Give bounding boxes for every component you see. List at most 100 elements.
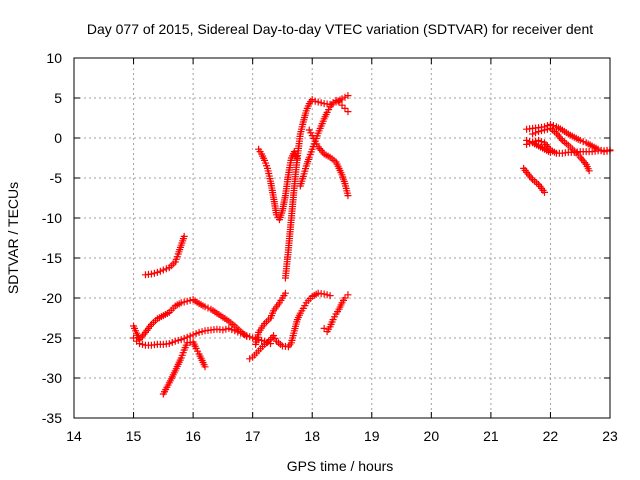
x-axis-label: GPS time / hours <box>287 458 394 474</box>
data-point <box>311 97 319 105</box>
data-point <box>576 136 584 144</box>
data-point <box>341 93 349 101</box>
data-point <box>344 108 352 116</box>
data-point <box>177 336 185 344</box>
data-point <box>293 155 301 163</box>
x-tick-label: 23 <box>602 428 618 444</box>
data-point <box>171 337 179 345</box>
data-point <box>198 328 206 336</box>
data-point <box>585 167 593 175</box>
data-point <box>344 291 352 299</box>
y-tick-label: -15 <box>42 250 62 266</box>
data-point <box>219 326 227 334</box>
data-point <box>532 129 540 137</box>
data-point <box>258 336 266 344</box>
data-point <box>162 265 170 273</box>
series-11 <box>305 126 352 200</box>
y-tick-label: -35 <box>42 410 62 426</box>
series-6 <box>252 289 289 348</box>
data-point <box>180 298 188 306</box>
x-tick-label: 20 <box>424 428 440 444</box>
data-point <box>183 297 191 305</box>
series-15 <box>529 124 593 175</box>
data-point <box>246 355 254 363</box>
data-point <box>243 332 251 340</box>
data-point <box>535 128 543 136</box>
x-tick-label: 17 <box>245 428 261 444</box>
data-point <box>538 138 546 146</box>
y-tick-label: -25 <box>42 330 62 346</box>
data-series <box>130 92 614 398</box>
data-point <box>153 268 161 276</box>
y-tick-label: -5 <box>50 170 63 186</box>
data-point <box>344 92 352 100</box>
data-point <box>180 232 188 240</box>
data-point <box>165 340 173 348</box>
data-point <box>195 328 203 336</box>
series-2 <box>130 296 251 344</box>
x-tick-label: 22 <box>543 428 559 444</box>
data-point <box>225 324 233 332</box>
data-point <box>320 290 328 298</box>
data-point <box>526 138 534 146</box>
x-tick-label: 14 <box>66 428 82 444</box>
x-tick-label: 18 <box>304 428 320 444</box>
data-point <box>189 331 197 339</box>
data-point <box>204 304 212 312</box>
data-point <box>320 324 328 332</box>
series-16 <box>523 136 554 156</box>
data-point <box>222 325 230 333</box>
data-point <box>249 334 257 342</box>
grid <box>74 58 610 418</box>
data-point <box>579 138 587 146</box>
data-point <box>308 96 316 104</box>
data-point <box>540 188 548 196</box>
y-tick-label: -30 <box>42 370 62 386</box>
data-point <box>529 130 537 138</box>
data-point <box>543 125 551 133</box>
y-tick-label: 5 <box>54 90 62 106</box>
data-point <box>317 99 325 107</box>
data-point <box>540 126 548 134</box>
data-point <box>192 330 200 338</box>
y-tick-label: 0 <box>54 130 62 146</box>
series-7 <box>320 291 352 336</box>
chart-title: Day 077 of 2015, Sidereal Day-to-day VTE… <box>87 21 593 37</box>
data-point <box>523 136 531 144</box>
data-point <box>156 267 164 275</box>
data-point <box>174 336 182 344</box>
data-point <box>201 363 209 371</box>
series-12 <box>520 164 548 196</box>
data-point <box>538 127 546 135</box>
data-point <box>341 294 349 302</box>
data-point <box>168 338 176 346</box>
data-point <box>314 98 322 106</box>
x-tick-label: 15 <box>126 428 142 444</box>
data-point <box>338 95 346 103</box>
data-point <box>332 96 340 104</box>
data-point <box>335 98 343 106</box>
y-tick-label: 10 <box>46 50 62 66</box>
series-10 <box>296 96 352 190</box>
data-point <box>341 104 349 112</box>
y-tick-label: -10 <box>42 210 62 226</box>
data-point <box>228 326 236 334</box>
plot-frame <box>73 57 611 419</box>
series-4 <box>159 338 209 398</box>
data-point <box>201 303 209 311</box>
data-point <box>159 266 167 274</box>
x-tick-label: 16 <box>185 428 201 444</box>
data-point <box>177 299 185 307</box>
x-tick-label: 21 <box>483 428 499 444</box>
data-point <box>323 291 331 299</box>
data-point <box>281 289 289 297</box>
x-tick-label: 19 <box>364 428 380 444</box>
y-axis-label: SDTVAR / TECUs <box>5 182 21 294</box>
series-9 <box>255 145 301 224</box>
data-point <box>338 101 346 109</box>
data-point <box>180 334 188 342</box>
data-point <box>186 332 194 340</box>
data-point <box>150 269 158 277</box>
